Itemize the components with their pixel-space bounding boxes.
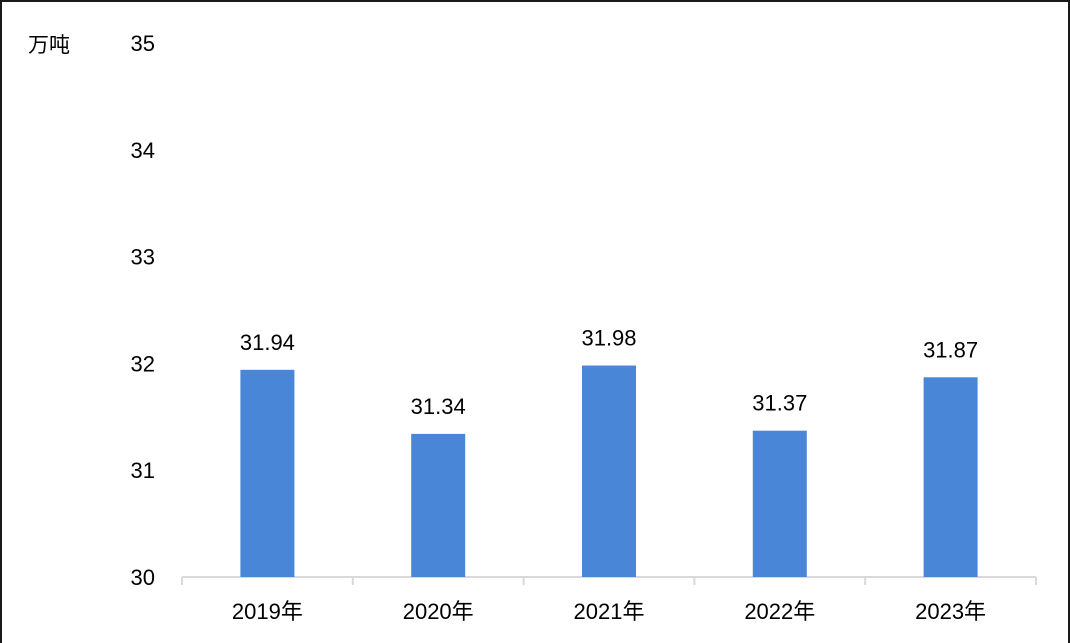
y-tick-label: 33 [131, 245, 155, 270]
x-tick-label: 2023年 [915, 599, 986, 624]
bar [411, 433, 466, 577]
data-label: 31.87 [923, 337, 978, 362]
x-tick-label: 2021年 [574, 599, 645, 624]
bar [240, 369, 295, 577]
bar [752, 430, 807, 577]
bar [923, 377, 978, 577]
data-label: 31.34 [411, 394, 466, 419]
x-tick-label: 2020年 [403, 599, 474, 624]
y-tick-label: 32 [131, 351, 155, 376]
y-axis-ticks: 30 31 32 33 34 35 [131, 31, 155, 590]
x-axis-labels: 2019年 2020年 2021年 2022年 2023年 [232, 599, 986, 624]
data-label: 31.37 [752, 391, 807, 416]
y-tick-label: 34 [131, 138, 155, 163]
x-tick-label: 2019年 [232, 599, 303, 624]
x-tick-label: 2022年 [744, 599, 815, 624]
bars [240, 365, 978, 577]
y-axis-unit-label: 万吨 [28, 33, 70, 57]
bar [582, 365, 636, 577]
data-label: 31.98 [581, 326, 636, 351]
y-tick-label: 35 [131, 31, 155, 56]
y-tick-label: 30 [131, 565, 155, 590]
x-axis-ticks [181, 577, 1037, 585]
y-tick-label: 31 [131, 458, 155, 483]
data-labels: 31.94 31.34 31.98 31.37 31.87 [240, 326, 978, 419]
data-label: 31.94 [240, 330, 295, 355]
